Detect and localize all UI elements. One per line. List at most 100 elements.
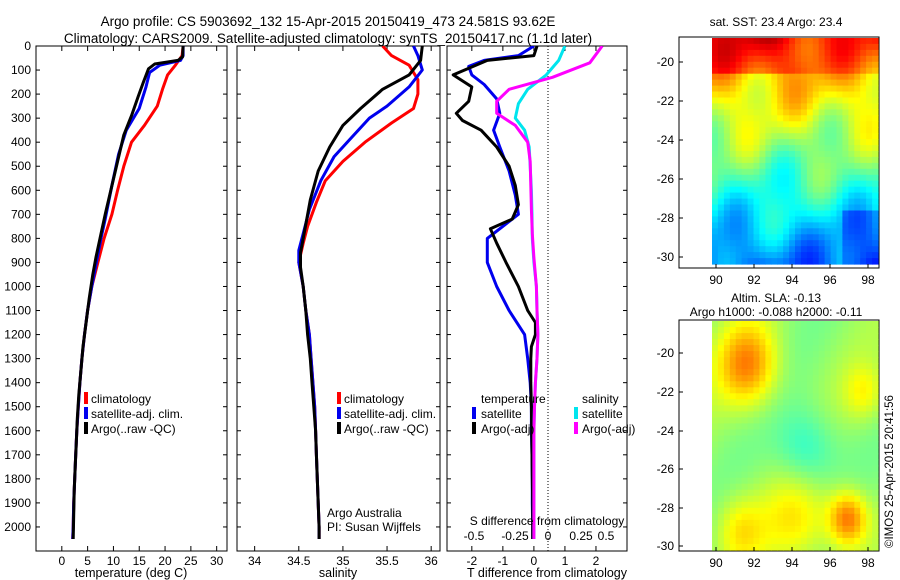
sst-map-pixel [777,133,784,140]
sla-map-pixel [741,507,749,515]
sla-map-pixel [836,405,843,412]
sst-map-pixel [824,246,832,253]
sla-map-pixel [747,375,755,382]
sst-map-pixel [717,79,725,87]
sla-map-pixel [712,531,719,539]
sla-map-pixel [860,477,867,485]
sst-map-pixel [842,133,849,140]
sla-map-pixel [848,477,855,485]
sla-map-pixel [854,495,861,503]
sst-map-pixel [818,186,826,194]
sst-map-pixel [836,186,843,194]
sla-map-pixel [836,483,843,491]
sla-map-pixel [759,544,766,551]
sst-map-pixel [789,216,796,223]
sla-map-pixel [741,519,749,527]
sla-map-pixel [824,495,832,503]
sst-map-pixel [806,204,814,211]
sst-map-pixel [854,168,861,176]
sla-map-pixel [765,501,772,509]
sla-map-pixel [830,435,838,443]
sst-map-pixel [848,133,855,140]
sla-map-pixel [723,501,731,509]
sst-map-pixel [824,198,832,206]
difference-legend: temperature salinity satellite Argo(-adj… [472,392,635,436]
sst-map-pixel [842,180,849,188]
sst-map-pixel [735,246,743,253]
salinity-legend: climatology satellite-adj. clim. Argo(..… [327,392,436,534]
sst-map-pixel [735,252,743,259]
sla-map-pixel [806,375,814,382]
sla-map-pixel [753,477,760,485]
sst-map-pixel [860,234,867,241]
sla-map-pixel [729,381,737,388]
sst-map-pixel [777,73,784,81]
sla-map-pixel [800,327,808,334]
sla-map-pixel [753,393,760,400]
sla-map-pixel [806,435,814,443]
sla-map-pixel [795,327,802,334]
sla-map-pixel [872,363,879,370]
s-difference-tick-label: -0.5 [464,529,485,543]
sla-map-pixel [741,471,749,479]
sst-map-pixel [735,55,743,63]
sla-map-pixel [747,513,755,521]
sla-map-pixel [735,544,743,551]
sla-map-pixel [789,453,796,461]
sla-map-image [712,321,879,551]
sst-map-pixel [872,228,879,235]
sst-map-pixel [836,109,843,116]
sst-map-pixel [872,222,879,229]
sst-map-pixel [854,79,861,87]
sla-map-pixel [800,441,808,449]
sst-map-pixel [795,85,802,93]
sst-map-pixel [712,103,719,110]
sla-map-pixel [729,465,737,473]
sla-map-pixel [771,327,778,334]
sla-map-pixel [735,507,743,515]
sla-map-pixel [717,513,725,521]
sla-map-pixel [735,333,743,340]
sla-map-pixel [729,345,737,352]
sla-map-pixel [723,417,731,424]
sla-map-pixel [830,544,838,551]
sla-map-pixel [866,459,873,467]
sla-map-pixel [830,537,838,545]
sst-map-pixel [818,246,826,253]
sla-map-pixel [842,513,849,521]
sst-map-pixel [765,252,772,259]
sst-map-pixel [866,133,873,140]
sla-map-pixel [765,387,772,394]
sst-map-pixel [842,38,849,45]
sst-map-pixel [806,127,814,134]
sst-map-pixel [735,73,743,81]
sla-map-pixel [830,375,838,382]
sla-map-pixel [753,321,760,328]
sst-map-pixel [836,49,843,57]
depth-tick-label: 1100 [5,304,31,318]
sla-map-pixel [860,405,867,412]
sst-map-pixel [854,139,861,146]
sst-map-pixel [824,55,832,63]
sst-map-pixel [712,174,719,182]
sla-map-pixel [854,375,861,382]
sla-map-pixel [759,369,766,376]
sla-map-pixel [824,357,832,364]
sla-map-pixel [789,513,796,521]
sst-map-pixel [753,151,760,158]
sst-map-pixel [872,103,879,110]
temperature-axis-label: temperature (deg C) [75,566,188,580]
sst-map-pixel [753,91,760,98]
sla-map-pixel [812,405,820,412]
sla-map-pixel [795,411,802,418]
sst-map-pixel [741,246,749,253]
sst-map-pixel [765,216,772,223]
sla-map-pixel [765,375,772,382]
sla-map-pixel [824,333,832,340]
sla-map-pixel [753,489,760,497]
sst-map-pixel [777,151,784,158]
sla-map-pixel [783,465,790,473]
sst-map-pixel [723,234,731,241]
sla-map-pixel [812,327,820,334]
sst-map-pixel [842,97,849,104]
